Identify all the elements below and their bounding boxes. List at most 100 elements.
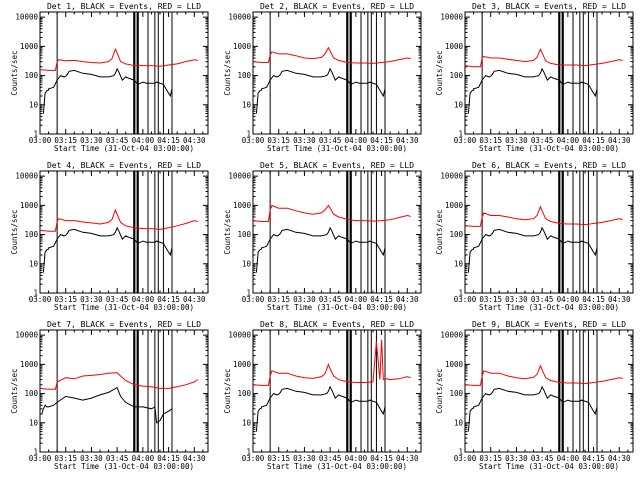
panel-title: Det 4, BLACK = Events, RED = LLD	[47, 161, 201, 170]
y-tick-label: 1	[458, 289, 463, 298]
panel-title: Det 5, BLACK = Events, RED = LLD	[260, 161, 414, 170]
x-tick-label: 04:15	[582, 454, 605, 463]
x-tick-label: 03:15	[479, 454, 502, 463]
panel-det-1: Det 1, BLACK = Events, RED = LLD 1 10 100 10…	[10, 2, 209, 153]
x-tick-label: 03:15	[267, 454, 290, 463]
y-tick-label: 1000	[20, 42, 39, 51]
x-tick-label: 04:30	[396, 295, 419, 304]
x-tick-label: 04:15	[157, 454, 180, 463]
x-tick-label: 03:00	[454, 295, 477, 304]
x-axis-label: Start Time (31-Oct-04 03:00:00)	[267, 144, 407, 153]
panel-det-7: Det 7, BLACK = Events, RED = LLD 1 10 100 10…	[10, 320, 209, 471]
plot-frame	[252, 170, 422, 294]
x-tick-label: 04:00	[557, 136, 580, 145]
x-tick-label: 04:00	[132, 454, 155, 463]
x-tick-label: 04:00	[345, 295, 368, 304]
y-tick-label: 1000	[233, 201, 252, 210]
x-tick-label: 04:00	[557, 295, 580, 304]
series-line-lld	[40, 208, 198, 232]
series-line-events	[42, 67, 173, 114]
x-tick-label: 03:30	[293, 136, 316, 145]
x-tick-label: 04:30	[183, 454, 206, 463]
y-tick-label: 1	[33, 130, 38, 139]
series-line-lld	[40, 372, 198, 390]
x-tick-label: 04:15	[582, 295, 605, 304]
x-tick-label: 03:30	[80, 454, 103, 463]
series-line-events	[467, 385, 598, 432]
panel-title: Det 7, BLACK = Events, RED = LLD	[47, 320, 201, 329]
y-tick-label: 1	[246, 130, 251, 139]
series-line-events	[255, 226, 386, 273]
panel-title: Det 8, BLACK = Events, RED = LLD	[260, 320, 414, 329]
series-line-lld	[253, 339, 411, 386]
x-tick-label: 03:00	[454, 136, 477, 145]
x-tick-label: 04:30	[183, 136, 206, 145]
x-tick-label: 03:45	[531, 454, 554, 463]
y-tick-label: 10	[29, 259, 39, 268]
y-tick-label: 10	[454, 418, 464, 427]
x-tick-label: 03:00	[242, 136, 265, 145]
y-tick-label: 1	[458, 130, 463, 139]
y-axis-label: Counts/sec	[10, 209, 19, 254]
y-tick-label: 10	[29, 418, 39, 427]
plot-frame	[252, 11, 422, 135]
plot-frame	[464, 170, 634, 294]
panel-title: Det 9, BLACK = Events, RED = LLD	[472, 320, 626, 329]
x-tick-label: 03:00	[242, 295, 265, 304]
y-tick-label: 100	[237, 71, 251, 80]
y-axis-label: Counts/sec	[10, 50, 19, 95]
x-tick-label: 04:15	[370, 295, 393, 304]
y-tick-label: 10000	[440, 13, 463, 22]
x-tick-label: 04:00	[345, 136, 368, 145]
series-line-lld	[253, 46, 411, 64]
series-line-events	[467, 67, 598, 114]
y-axis-label: Counts/sec	[435, 50, 444, 95]
y-tick-label: 1000	[20, 201, 39, 210]
y-tick-label: 100	[449, 71, 463, 80]
y-tick-label: 1000	[20, 360, 39, 369]
y-tick-label: 100	[449, 389, 463, 398]
x-tick-label: 04:00	[132, 295, 155, 304]
x-tick-label: 04:15	[370, 136, 393, 145]
panel-det-8: Det 8, BLACK = Events, RED = LLD 1 10 100 10…	[223, 320, 422, 471]
x-tick-label: 03:45	[106, 295, 129, 304]
x-tick-label: 04:15	[157, 136, 180, 145]
y-tick-label: 10	[242, 418, 252, 427]
x-tick-label: 03:15	[54, 136, 77, 145]
y-tick-label: 100	[24, 389, 38, 398]
series-line-lld	[465, 47, 623, 68]
x-tick-label: 03:30	[80, 136, 103, 145]
y-tick-label: 1000	[233, 42, 252, 51]
panel-det-4: Det 4, BLACK = Events, RED = LLD 1 10 100 10…	[10, 161, 209, 312]
x-tick-label: 03:45	[106, 454, 129, 463]
plot-frame	[39, 170, 209, 294]
y-tick-label: 10	[454, 259, 464, 268]
x-tick-label: 03:00	[454, 454, 477, 463]
y-tick-label: 100	[237, 230, 251, 239]
y-tick-label: 10000	[228, 172, 251, 181]
x-tick-label: 03:30	[505, 136, 528, 145]
panel-title: Det 1, BLACK = Events, RED = LLD	[47, 2, 201, 11]
x-axis-label: Start Time (31-Oct-04 03:00:00)	[479, 462, 619, 471]
panel-title: Det 6, BLACK = Events, RED = LLD	[472, 161, 626, 170]
series-line-events	[42, 226, 173, 273]
y-tick-label: 1	[33, 448, 38, 457]
y-tick-label: 100	[24, 230, 38, 239]
series-line-events	[255, 385, 386, 432]
y-axis-label: Counts/sec	[435, 368, 444, 413]
panel-det-5: Det 5, BLACK = Events, RED = LLD 1 10 100 10…	[223, 161, 422, 312]
series-line-lld	[465, 205, 623, 227]
y-tick-label: 10	[242, 100, 252, 109]
series-line-events	[41, 386, 173, 424]
panel-title: Det 3, BLACK = Events, RED = LLD	[472, 2, 626, 11]
x-tick-label: 04:30	[396, 454, 419, 463]
y-tick-label: 10000	[228, 13, 251, 22]
panel-det-9: Det 9, BLACK = Events, RED = LLD 1 10 100 10…	[435, 320, 634, 471]
x-tick-label: 03:15	[479, 136, 502, 145]
panel-title: Det 2, BLACK = Events, RED = LLD	[260, 2, 414, 11]
x-axis-label: Start Time (31-Oct-04 03:00:00)	[54, 462, 194, 471]
y-tick-label: 100	[237, 389, 251, 398]
y-tick-label: 1000	[445, 360, 464, 369]
x-axis-label: Start Time (31-Oct-04 03:00:00)	[54, 303, 194, 312]
x-tick-label: 04:15	[370, 454, 393, 463]
